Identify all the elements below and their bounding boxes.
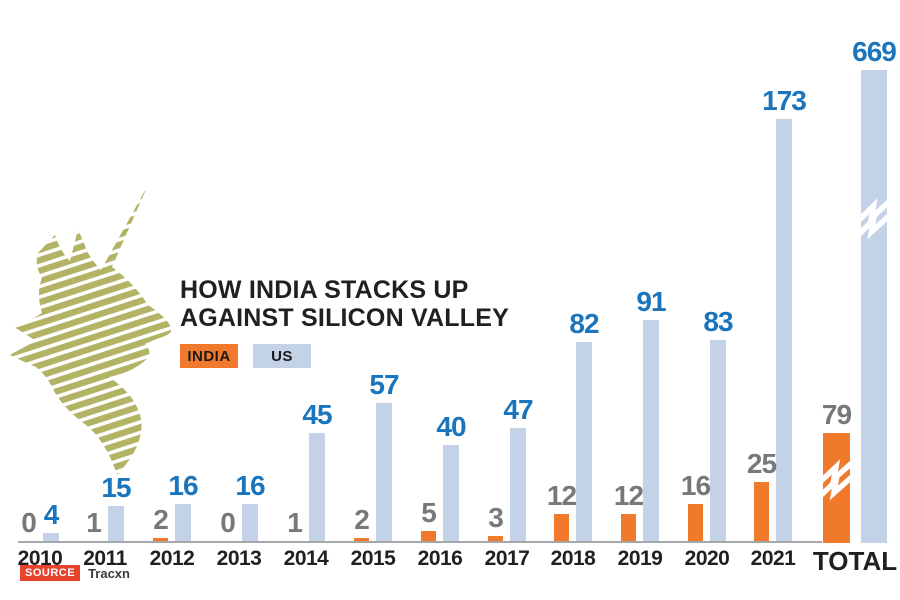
india-value-label: 12	[546, 479, 577, 511]
us-value-label: 16	[168, 469, 198, 501]
unicorn-icon	[10, 185, 172, 475]
break-mark-icon	[823, 459, 850, 501]
year-label: 2015	[350, 547, 396, 570]
us-value-label: 15	[101, 472, 131, 504]
us-value-label: 4	[43, 499, 60, 531]
us-value-label: 91	[636, 286, 666, 318]
legend-us: US	[253, 344, 311, 368]
us-bar	[643, 320, 659, 543]
year-label: 2011	[83, 547, 127, 570]
year-label: 2017	[484, 547, 530, 570]
india-value-label: 1	[86, 506, 102, 538]
india-value-label: 2	[153, 504, 169, 536]
us-value-label: 83	[703, 305, 733, 337]
year-label: 2010	[17, 547, 63, 570]
us-bar	[376, 403, 392, 543]
us-bar	[710, 339, 726, 543]
us-bar	[242, 503, 258, 543]
india-bar	[354, 538, 369, 543]
india-bar	[688, 503, 703, 543]
us-value-label: 16	[235, 469, 265, 501]
us-bar	[309, 432, 325, 543]
us-bar	[510, 427, 526, 543]
us-value-label: 45	[302, 398, 332, 430]
break-mark-icon	[861, 198, 887, 240]
us-bar	[108, 506, 124, 543]
source-value: Tracxn	[88, 565, 130, 581]
india-bar	[488, 535, 503, 543]
source-label: SOURCE	[20, 565, 81, 581]
india-bar	[621, 513, 636, 543]
india-value-label: 5	[421, 496, 437, 528]
india-bar	[153, 538, 168, 543]
india-bar	[754, 481, 769, 543]
india-value-label: 79	[821, 399, 852, 430]
us-bar	[861, 70, 887, 543]
page-title: HOW INDIA STACKS UP AGAINST SILICON VALL…	[180, 276, 509, 332]
us-value-label: 40	[436, 411, 466, 442]
page-title-line1: HOW INDIA STACKS UP	[180, 276, 469, 304]
us-bar	[576, 342, 592, 543]
year-label: 2021	[750, 547, 796, 570]
page-title-line2: AGAINST SILICON VALLEY	[180, 304, 509, 332]
us-value-label: 82	[569, 308, 599, 340]
year-label: 2020	[684, 547, 730, 570]
india-value-label: 25	[746, 447, 777, 479]
india-value-label: 12	[613, 479, 644, 511]
us-value-label: 173	[762, 85, 807, 117]
chart-legend: INDIA US	[180, 344, 311, 368]
x-axis-line	[18, 541, 822, 543]
year-label: 2016	[417, 547, 463, 570]
india-value-label: 3	[488, 501, 504, 533]
us-bar	[43, 533, 59, 543]
us-value-label: 57	[369, 369, 399, 401]
us-bar	[776, 119, 792, 543]
india-value-label: 16	[680, 469, 711, 501]
india-value-label: 0	[21, 507, 37, 538]
india-bar	[823, 433, 850, 543]
us-bar	[175, 503, 191, 543]
us-value-label: 47	[503, 393, 533, 425]
total-label: TOTAL	[812, 546, 898, 576]
year-label: 2019	[617, 547, 663, 570]
us-value-label: 669	[852, 36, 897, 67]
year-label: 2013	[216, 547, 262, 570]
year-label: 2018	[550, 547, 596, 570]
legend-india: INDIA	[180, 344, 238, 368]
india-bar	[421, 530, 436, 543]
india-bar	[554, 513, 569, 543]
year-label: 2012	[149, 547, 195, 570]
india-value-label: 0	[220, 507, 236, 538]
year-label: 2014	[283, 547, 329, 570]
india-value-label: 1	[287, 506, 303, 538]
india-value-label: 2	[354, 504, 370, 536]
source-line: SOURCE Tracxn	[20, 565, 130, 581]
us-bar	[443, 445, 459, 543]
